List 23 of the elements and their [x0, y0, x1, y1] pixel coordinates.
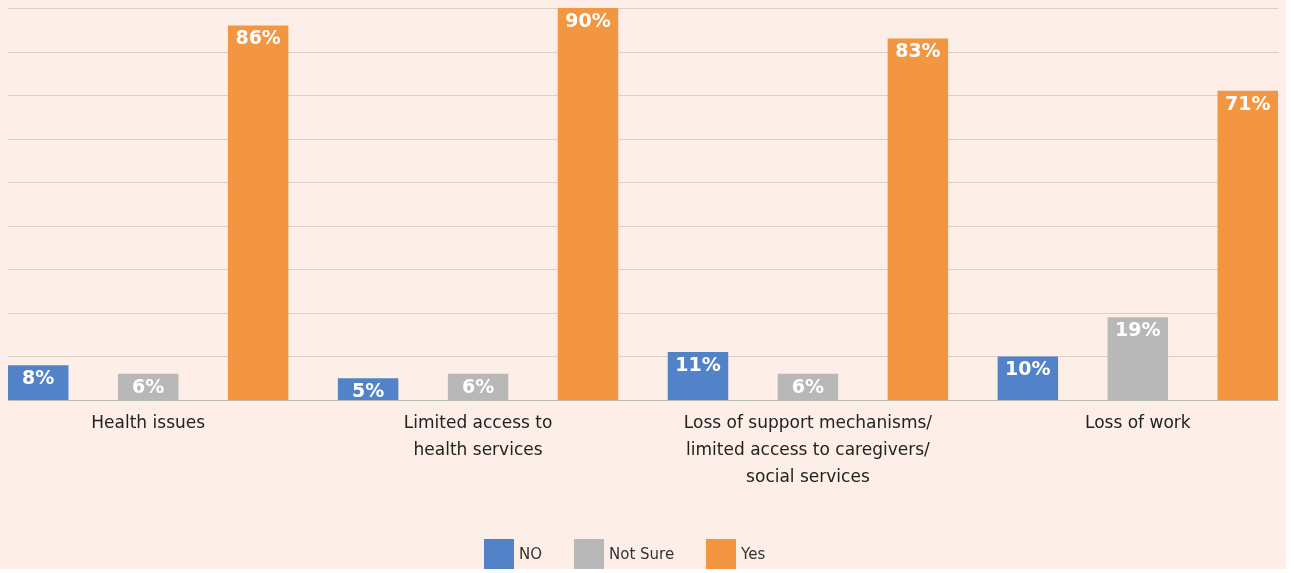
bar [557, 8, 619, 400]
data-label: 6% [132, 374, 165, 397]
data-label: 5% [351, 379, 385, 402]
data-label: 11% [675, 353, 721, 376]
x-tick-label: Loss of support mechanisms/ limited access to caregivers/ social services [683, 411, 933, 486]
data-label: 86% [235, 26, 281, 49]
legend-label: Not Sure [609, 545, 675, 563]
legend-label: NO [519, 545, 543, 563]
bar [1217, 90, 1278, 400]
data-label: 6% [791, 374, 825, 397]
data-label: 10% [1005, 357, 1051, 380]
x-tick-label: Loss of work [1084, 411, 1191, 432]
legend-label: Yes [740, 545, 766, 563]
data-label: 8% [22, 366, 55, 389]
data-label: 19% [1115, 318, 1161, 341]
data-label: 83% [895, 39, 941, 62]
data-label: 6% [461, 374, 495, 397]
bar [887, 38, 949, 400]
data-label: 71% [1225, 91, 1271, 114]
data-label: 90% [565, 9, 611, 31]
x-tick-label: Health issues [91, 411, 206, 432]
bar [227, 25, 289, 400]
x-tick-label: Limited access to health services [403, 411, 553, 459]
